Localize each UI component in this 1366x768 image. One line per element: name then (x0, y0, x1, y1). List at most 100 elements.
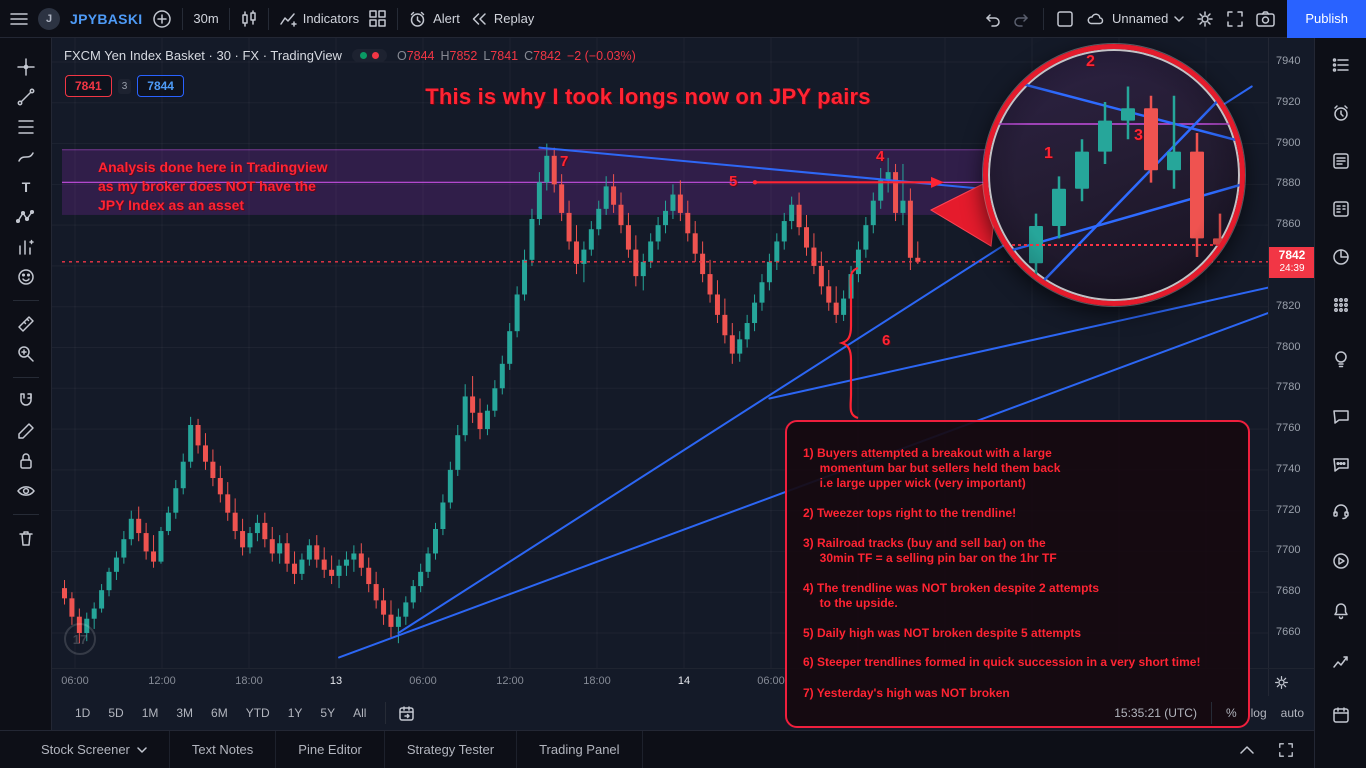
divider (397, 7, 399, 30)
fullscreen-button[interactable] (1226, 10, 1244, 28)
cloud-save-menu[interactable]: Unnamed (1086, 11, 1185, 26)
sell-button[interactable]: 7841 (65, 75, 112, 97)
publish-button[interactable]: Publish (1287, 0, 1366, 38)
redo-button[interactable] (1013, 11, 1031, 27)
buy-button[interactable]: 7844 (137, 75, 184, 97)
tab-pine-editor[interactable]: Pine Editor (276, 731, 385, 768)
tab-strategy-tester[interactable]: Strategy Tester (385, 731, 518, 768)
object-tree-button[interactable] (1324, 290, 1358, 320)
chart-title[interactable]: FXCM Yen Index Basket · 30 · FX · Tradin… (64, 48, 342, 63)
symbol-search-button[interactable]: JPYBASKI (70, 10, 143, 27)
replay-button[interactable]: Replay (470, 11, 534, 27)
tool-magnet[interactable] (9, 386, 43, 416)
tool-lock[interactable] (9, 446, 43, 476)
market-overview-button[interactable] (1324, 648, 1358, 678)
brush-icon (17, 152, 34, 162)
candle (640, 261, 646, 277)
percent-scale-button[interactable]: % (1225, 706, 1237, 720)
range-button-all[interactable]: All (353, 706, 367, 720)
tool-fib-retracement[interactable] (9, 112, 43, 142)
candle (336, 565, 342, 576)
last-price-tag: 7842 24:39 (1269, 246, 1315, 278)
candle (611, 186, 617, 205)
log-scale-button[interactable]: log (1250, 706, 1267, 720)
go-to-date-button[interactable] (398, 705, 415, 722)
indicators-button[interactable]: Indicators (279, 11, 359, 27)
hotlists-pie-icon (1332, 249, 1349, 265)
range-button-ytd[interactable]: YTD (245, 706, 270, 720)
chart-style-button[interactable] (240, 9, 258, 28)
interval-button[interactable]: 30m (193, 11, 219, 26)
tool-text[interactable]: T (9, 172, 43, 202)
maximize-panel-icon[interactable] (1278, 742, 1294, 758)
range-button-3m[interactable]: 3M (176, 706, 194, 720)
snapshot-button[interactable] (1256, 10, 1276, 27)
candles-layer (62, 143, 921, 644)
alerts-button[interactable] (1324, 98, 1358, 128)
tool-emoji[interactable] (9, 262, 43, 292)
tool-trend-line[interactable] (9, 82, 43, 112)
compare-add-symbol-button[interactable] (152, 9, 172, 29)
tool-brush[interactable] (9, 142, 43, 172)
chart-plot[interactable]: 17 FXCM Yen Index Basket · 30 · FX · Tra… (52, 38, 1268, 728)
support-button[interactable] (1324, 496, 1358, 526)
alert-button[interactable]: Alert (408, 10, 460, 28)
tool-edit[interactable] (9, 416, 43, 446)
candle (566, 212, 572, 242)
crosshair-icon (16, 58, 35, 76)
candle (232, 512, 238, 532)
utc-clock[interactable]: 15:35:21 (UTC) (1114, 706, 1197, 720)
data-window-button[interactable] (1324, 194, 1358, 224)
candle (893, 172, 899, 213)
trend-line-icon (17, 88, 34, 106)
collapse-panel-chevron-icon[interactable] (1240, 745, 1254, 754)
chart-settings-button[interactable] (1196, 10, 1214, 28)
tab-text-notes[interactable]: Text Notes (170, 731, 277, 768)
tool-remove[interactable] (9, 523, 43, 553)
note-box-item: 7) Yesterday's high was NOT broken (803, 686, 1010, 700)
candle (714, 294, 720, 315)
notifications-button[interactable] (1324, 596, 1358, 626)
tool-forecast[interactable] (9, 232, 43, 262)
chevron-down-icon (137, 746, 147, 753)
candle (737, 339, 743, 354)
range-button-1y[interactable]: 1Y (287, 706, 303, 720)
price-axis[interactable]: 7842 24:39 7940 7920 7900 7880 7860 7820 7800 7… (1268, 38, 1315, 696)
time-axis-label: 12:00 (496, 675, 524, 687)
streams-button[interactable] (1324, 546, 1358, 576)
range-button-5d[interactable]: 5D (108, 706, 124, 720)
main-menu-button[interactable] (10, 12, 28, 26)
status-pill[interactable] (351, 49, 387, 62)
tab-label: Stock Screener (41, 742, 130, 757)
candle (841, 298, 847, 315)
hotlists-button[interactable] (1324, 242, 1358, 272)
candle (136, 518, 142, 534)
private-chat-button[interactable] (1324, 450, 1358, 480)
public-chat-button[interactable] (1324, 402, 1358, 432)
tab-stock-screener[interactable]: Stock Screener (18, 731, 170, 768)
news-icon (1332, 153, 1349, 169)
axis-settings-gear-icon[interactable] (1274, 675, 1289, 690)
watchlist-button[interactable] (1324, 50, 1358, 80)
tool-xabcd-pattern[interactable] (9, 202, 43, 232)
economic-calendar-button[interactable] (1324, 700, 1358, 730)
range-button-5y[interactable]: 5Y (320, 706, 336, 720)
ideas-button[interactable] (1324, 344, 1358, 374)
range-button-1d[interactable]: 1D (75, 706, 91, 720)
range-button-1m[interactable]: 1M (141, 706, 159, 720)
tool-show-hide[interactable] (9, 476, 43, 506)
layout-templates-button[interactable] (369, 9, 387, 28)
candles-icon (241, 9, 256, 27)
select-layout-button[interactable] (1056, 10, 1074, 28)
range-button-6m[interactable]: 6M (211, 706, 228, 720)
tool-zoom-in[interactable] (9, 339, 43, 369)
news-button[interactable] (1324, 146, 1358, 176)
auto-scale-button[interactable]: auto (1280, 706, 1304, 720)
tool-crosshair[interactable] (9, 52, 43, 82)
tab-trading-panel[interactable]: Trading Panel (517, 731, 643, 768)
note-box-item: 6) Steeper trendlines formed in quick su… (803, 655, 1201, 669)
candle (752, 302, 758, 324)
time-axis[interactable]: 06:00 12:00 18:00 13 06:00 12:00 18:00 14 06:00 (52, 668, 1268, 696)
undo-button[interactable] (983, 11, 1001, 27)
tool-ruler[interactable] (9, 309, 43, 339)
